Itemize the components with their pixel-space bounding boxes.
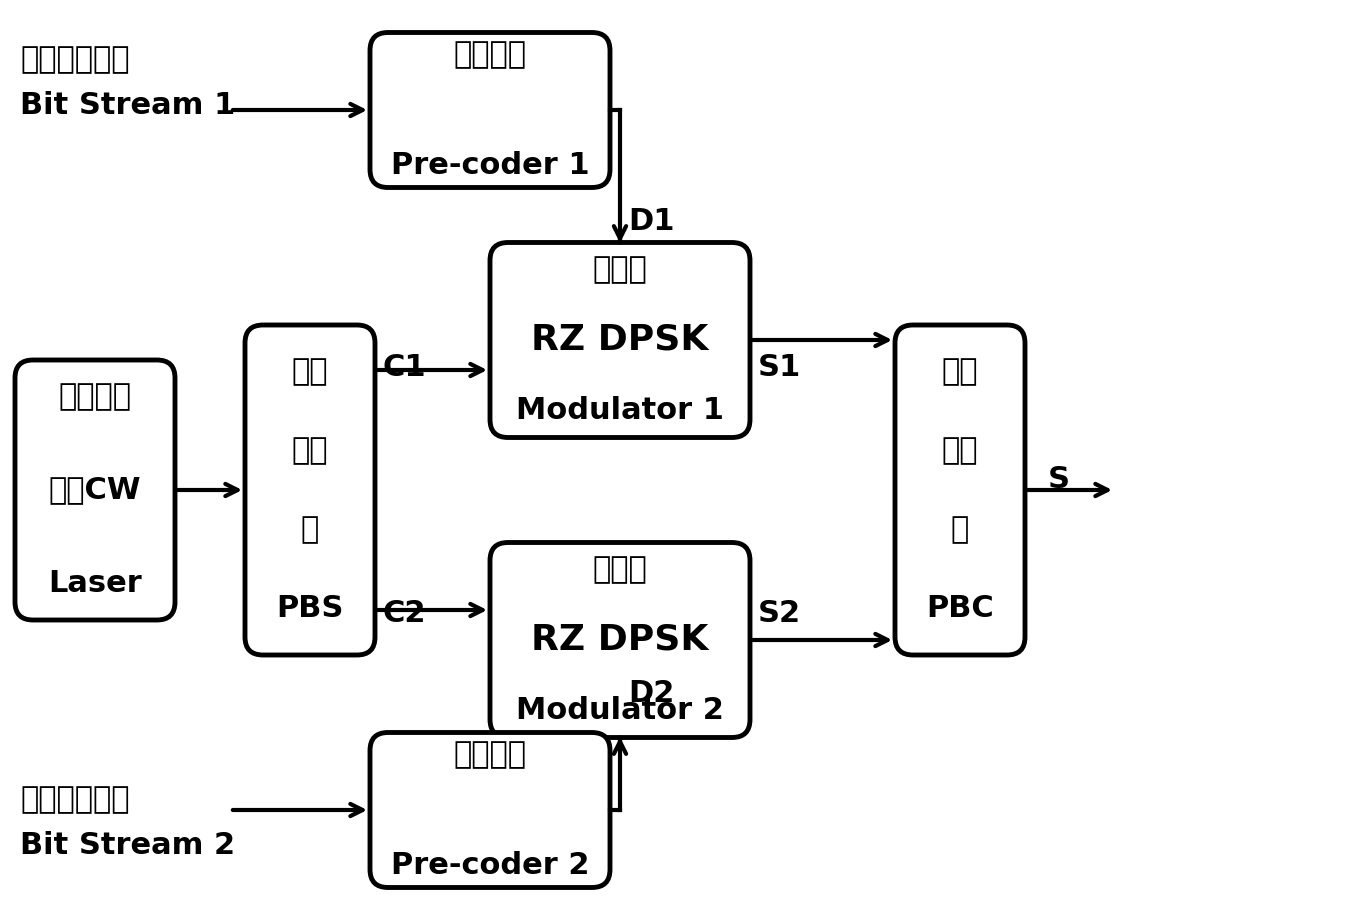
Text: 连续波激: 连续波激 [59, 382, 131, 411]
Text: Modulator 2: Modulator 2 [516, 696, 724, 724]
Text: C2: C2 [382, 599, 425, 629]
Text: RZ DPSK: RZ DPSK [531, 323, 709, 357]
Text: 调制器: 调制器 [592, 556, 647, 584]
Text: 待传输比特流: 待传输比特流 [21, 46, 130, 75]
Text: S: S [1048, 466, 1070, 495]
Text: PBC: PBC [926, 594, 995, 623]
FancyBboxPatch shape [490, 542, 750, 738]
Text: 器: 器 [301, 515, 319, 544]
Text: 预编码器: 预编码器 [454, 740, 527, 769]
FancyBboxPatch shape [490, 242, 750, 437]
FancyBboxPatch shape [895, 325, 1025, 655]
Text: RZ DPSK: RZ DPSK [531, 623, 709, 657]
Text: 分束: 分束 [291, 435, 328, 465]
Text: 合束: 合束 [941, 435, 978, 465]
FancyBboxPatch shape [245, 325, 375, 655]
Text: Pre-coder 2: Pre-coder 2 [391, 851, 590, 880]
Text: S1: S1 [758, 353, 802, 383]
Text: Bit Stream 2: Bit Stream 2 [21, 831, 235, 859]
Text: 偏振: 偏振 [941, 357, 978, 385]
FancyBboxPatch shape [369, 732, 610, 887]
FancyBboxPatch shape [369, 33, 610, 188]
FancyBboxPatch shape [15, 360, 175, 620]
Text: 器: 器 [951, 515, 969, 544]
Text: 光器CW: 光器CW [49, 476, 141, 505]
Text: 调制器: 调制器 [592, 255, 647, 284]
Text: Pre-coder 1: Pre-coder 1 [391, 151, 590, 180]
Text: 预编码器: 预编码器 [454, 40, 527, 68]
Text: PBS: PBS [276, 594, 343, 623]
Text: C1: C1 [382, 353, 425, 383]
Text: Modulator 1: Modulator 1 [516, 395, 724, 425]
Text: D2: D2 [628, 680, 674, 709]
Text: 偏振: 偏振 [291, 357, 328, 385]
Text: 待传输比特流: 待传输比特流 [21, 785, 130, 814]
Text: S2: S2 [758, 599, 802, 629]
Text: D1: D1 [628, 208, 674, 237]
Text: Laser: Laser [48, 569, 142, 599]
Text: Bit Stream 1: Bit Stream 1 [21, 90, 235, 119]
